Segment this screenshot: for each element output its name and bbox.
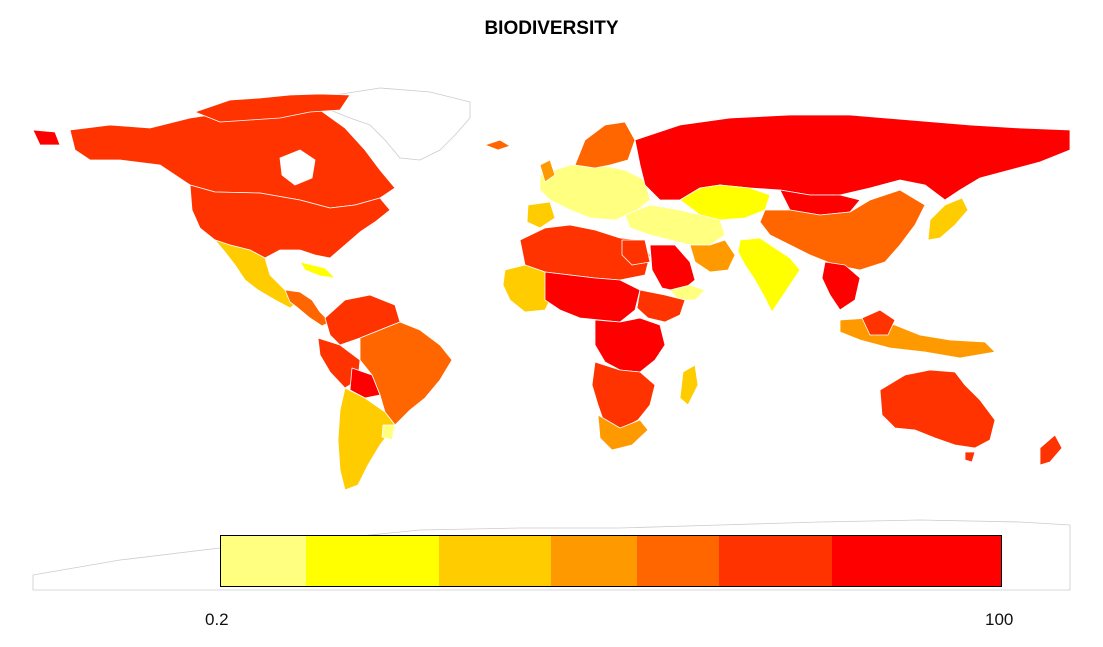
region-southeast-asia bbox=[821, 261, 861, 311]
region-alaska-tip bbox=[32, 129, 61, 146]
legend-swatch-6 bbox=[719, 536, 832, 586]
region-india bbox=[737, 237, 801, 313]
region-central-asia bbox=[624, 204, 726, 246]
region-china bbox=[759, 189, 926, 271]
color-legend bbox=[220, 535, 1002, 587]
legend-swatch-7 bbox=[832, 536, 1001, 586]
region-saudi-arabia bbox=[649, 244, 696, 293]
legend-min-label: 0.2 bbox=[205, 610, 229, 629]
region-new-zealand bbox=[1039, 434, 1063, 466]
region-egypt bbox=[621, 239, 651, 266]
region-horn-of-africa bbox=[636, 289, 686, 323]
legend-swatch-4 bbox=[551, 536, 637, 586]
region-tasmania bbox=[964, 451, 976, 463]
region-iceland bbox=[484, 139, 511, 151]
region-southern-cone bbox=[337, 387, 396, 491]
region-japan bbox=[927, 197, 969, 241]
region-indonesia bbox=[839, 317, 996, 359]
legend-swatch-3 bbox=[439, 536, 551, 586]
map-title: BIODIVERSITY bbox=[484, 18, 619, 39]
legend-swatch-5 bbox=[637, 536, 719, 586]
region-russia bbox=[634, 114, 1071, 201]
region-iran bbox=[689, 239, 736, 273]
region-central-america bbox=[284, 289, 331, 327]
region-madagascar bbox=[679, 364, 699, 406]
region-arctic-islands bbox=[194, 93, 351, 123]
legend-swatch-1 bbox=[221, 536, 306, 586]
region-uk bbox=[539, 159, 556, 183]
region-south-africa bbox=[597, 414, 649, 451]
region-greenland bbox=[329, 87, 471, 161]
region-uruguay bbox=[381, 424, 396, 441]
legend-swatch-2 bbox=[306, 536, 439, 586]
legend-max-label: 100 bbox=[985, 610, 1014, 629]
region-australia bbox=[879, 369, 996, 449]
region-hudson-bay bbox=[279, 149, 316, 186]
region-iberia bbox=[526, 201, 556, 229]
region-central-africa bbox=[544, 271, 641, 323]
region-cuba bbox=[299, 261, 336, 279]
region-bolivia bbox=[349, 367, 381, 399]
region-scandinavia bbox=[574, 121, 636, 169]
region-west-africa bbox=[502, 264, 556, 313]
region-borneo bbox=[861, 309, 896, 336]
region-east-africa bbox=[594, 317, 666, 373]
region-southern-africa bbox=[591, 361, 656, 431]
